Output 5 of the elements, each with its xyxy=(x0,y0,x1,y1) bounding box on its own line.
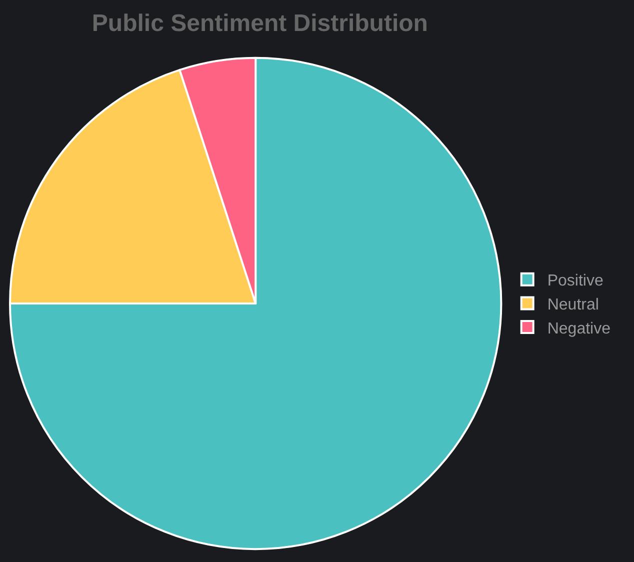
legend-label: Negative xyxy=(547,320,611,338)
legend-label: Neutral xyxy=(547,296,599,314)
pie-slice xyxy=(9,56,502,550)
legend-label: Positive xyxy=(547,272,604,290)
chart-title: Public Sentiment Distribution xyxy=(92,10,428,37)
